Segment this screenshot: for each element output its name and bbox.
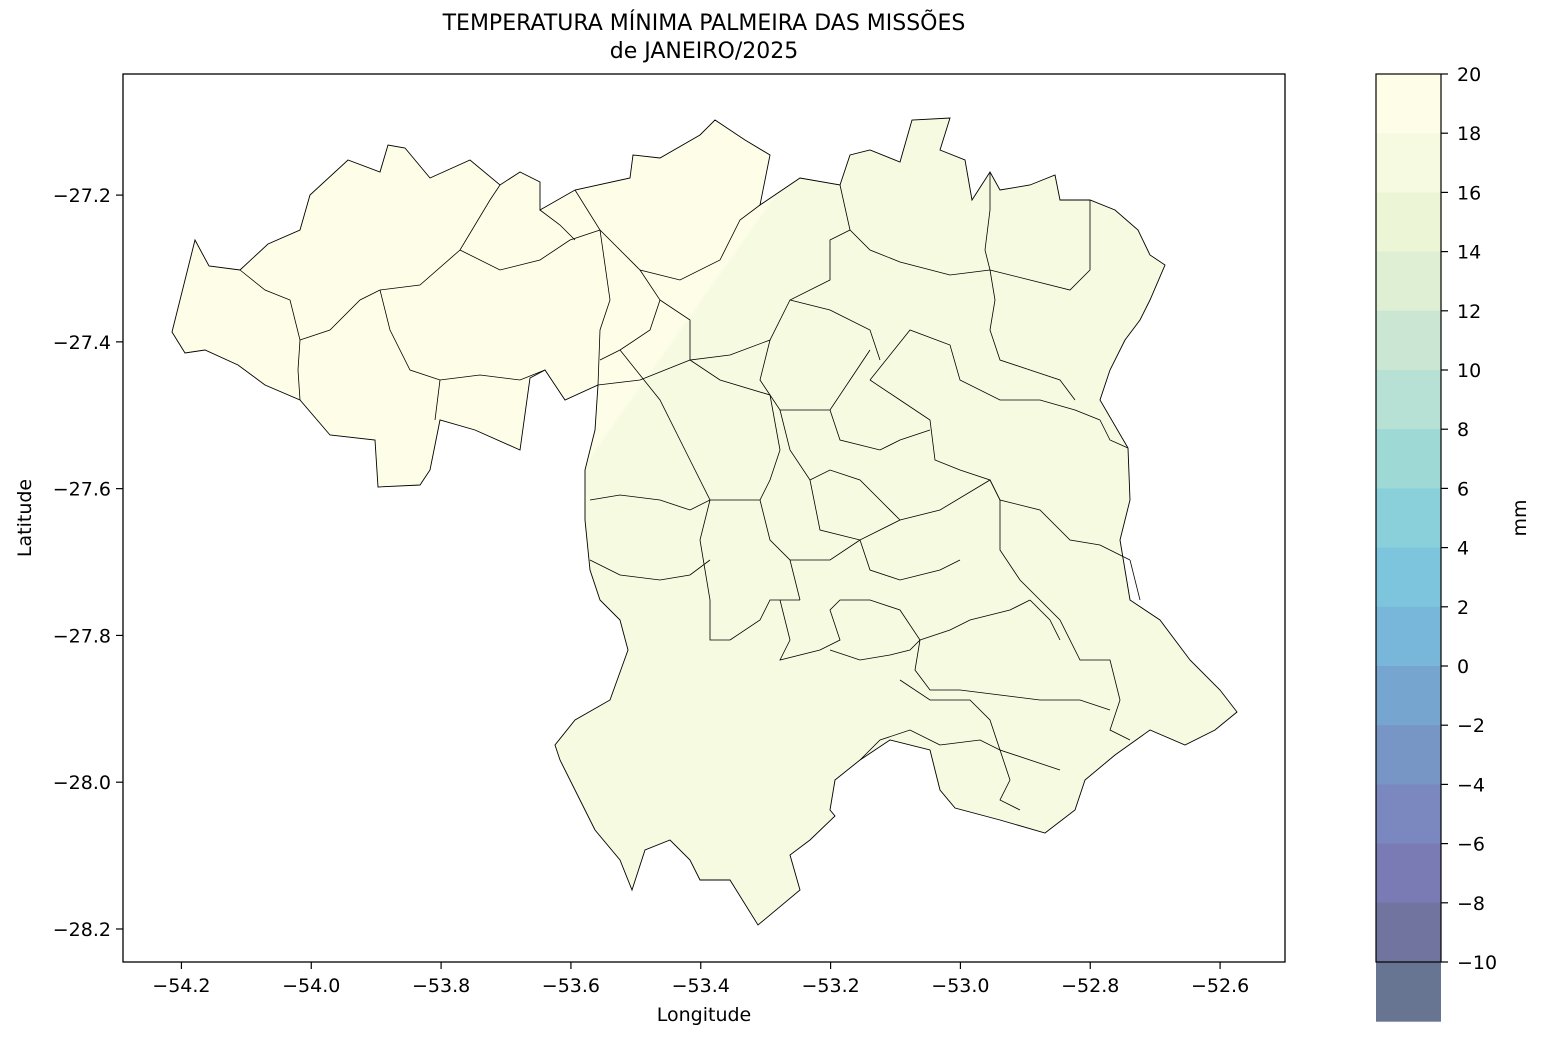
x-tick-label: −53.0 [931, 975, 989, 997]
colorbar-tick-label: 4 [1457, 538, 1469, 560]
y-axis-label: Latitude [14, 479, 36, 557]
colorbar-label: mm [1509, 499, 1531, 536]
y-tick-label: −27.8 [53, 625, 111, 647]
colorbar-segment [1376, 666, 1441, 726]
x-tick-label: −53.2 [801, 975, 859, 997]
colorbar-tick-label: −10 [1457, 952, 1497, 974]
y-tick-label: −27.4 [53, 332, 111, 354]
temperature-field [172, 118, 1237, 925]
y-tick-label: −28.0 [53, 772, 111, 794]
chart-title-line-2: de JANEIRO/2025 [609, 39, 799, 64]
x-tick-label: −53.6 [542, 975, 600, 997]
chart-title-line-1: TEMPERATURA MÍNIMA PALMEIRA DAS MISSÕES [442, 11, 966, 36]
municipality-borders [239, 172, 1141, 811]
colorbar-segment [1376, 429, 1441, 489]
colorbar-segment [1376, 133, 1441, 193]
x-tick-label: −54.2 [152, 975, 210, 997]
colorbar-tick-label: 16 [1457, 182, 1481, 204]
chart-title: TEMPERATURA MÍNIMA PALMEIRA DAS MISSÕES … [123, 10, 1285, 66]
region-outline [171, 117, 1238, 926]
colorbar-segment [1376, 606, 1441, 667]
colorbar-segment [1376, 74, 1441, 134]
x-tick-label: −54.0 [282, 975, 340, 997]
x-tick-label: −52.8 [1061, 975, 1119, 997]
y-tick-label: −27.6 [53, 479, 111, 501]
colorbar-tick-label: 18 [1457, 123, 1481, 145]
colorbar-segment [1376, 547, 1441, 608]
colorbar-segment [1376, 962, 1441, 1022]
colorbar-tick-label: 12 [1457, 301, 1481, 323]
colorbar-segment [1376, 488, 1441, 549]
colorbar-tick-label: 20 [1457, 64, 1481, 86]
x-tick-label: −53.8 [412, 975, 470, 997]
colorbar-segment [1376, 251, 1441, 312]
colorbar-segment [1376, 784, 1441, 845]
colorbar-tick-label: 6 [1457, 478, 1469, 500]
x-tick-label: −53.4 [672, 975, 730, 997]
colorbar-tick-label: −8 [1457, 893, 1485, 915]
x-tick-label: −52.6 [1191, 975, 1249, 997]
colorbar-tick-label: −6 [1457, 834, 1485, 856]
colorbar-tick-label: 10 [1457, 360, 1481, 382]
colorbar-tick-label: 14 [1457, 242, 1481, 264]
colorbar-tick-label: 0 [1457, 656, 1469, 678]
colorbar-tick-label: −2 [1457, 715, 1485, 737]
plot-frame [122, 73, 1286, 963]
x-axis-label: Longitude [657, 1004, 752, 1026]
colorbar-tick-label: 8 [1457, 419, 1469, 441]
y-tick-label: −28.2 [53, 919, 111, 941]
colorbar-segment [1376, 370, 1441, 430]
colorbar-tick-label: −4 [1457, 774, 1485, 796]
y-tick-label: −27.2 [53, 185, 111, 207]
colorbar-segment [1376, 902, 1441, 963]
x-axis-ticks: −54.2 −54.0 −53.8 −53.6 −53.4 −53.2 −53.0 −52.8… [152, 962, 1249, 997]
colorbar-segment [1376, 310, 1441, 371]
colorbar-frame [1375, 73, 1442, 963]
colorbar-segment [1376, 725, 1441, 785]
y-axis-ticks: −27.2 −27.4 −27.6 −27.8 −28.0 −28.2 [53, 185, 123, 941]
colorbar-segment [1376, 843, 1441, 904]
colorbar-segment [1376, 192, 1441, 253]
colorbar-tick-label: 2 [1457, 597, 1469, 619]
